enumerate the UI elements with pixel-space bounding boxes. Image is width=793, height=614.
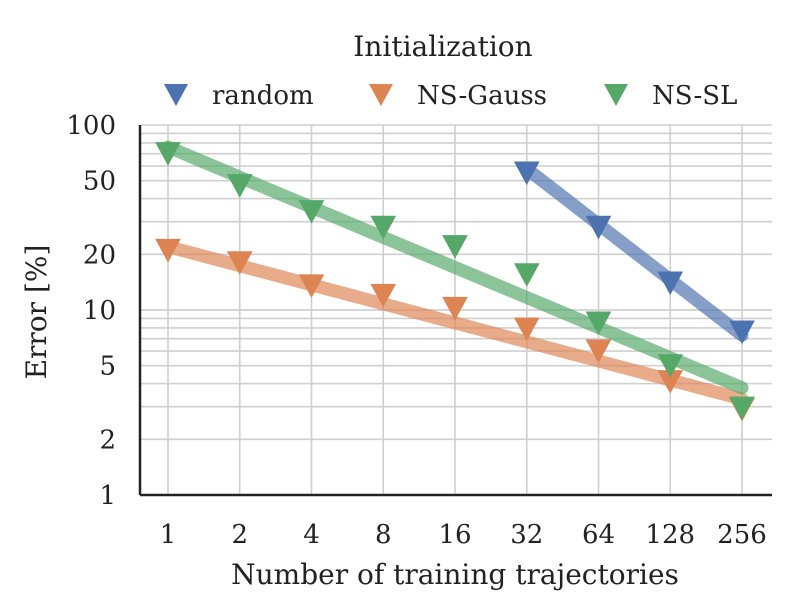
x-tick-label: 256: [717, 520, 767, 550]
y-tick-label: 20: [83, 240, 116, 270]
y-tick-label: 10: [83, 296, 116, 326]
data-point-random: [513, 161, 540, 186]
data-point-ns-sl: [298, 200, 325, 224]
x-tick-label: 128: [645, 520, 695, 550]
x-tick-label: 8: [375, 520, 392, 550]
data-point-ns-gauss: [155, 238, 181, 263]
y-axis-label: Error [%]: [20, 245, 53, 380]
fit-line-ns-gauss: [161, 240, 749, 406]
y-tick-label: 50: [83, 167, 116, 197]
legend-title: Initialization: [353, 30, 532, 63]
fit-line-ns-sl: [161, 140, 749, 395]
data-point-ns-sl: [729, 396, 755, 421]
x-tick-label: 4: [303, 520, 320, 550]
data-point-random: [585, 215, 612, 240]
x-axis-label: Number of training trajectories: [231, 558, 679, 591]
data-point-ns-gauss: [513, 317, 540, 341]
legend-marker-ns-sl: [604, 84, 628, 106]
data-point-ns-gauss: [585, 339, 612, 364]
data-point-ns-gauss: [442, 296, 468, 321]
data-point-ns-sl: [155, 142, 181, 166]
x-tick-label: 1: [160, 520, 177, 550]
x-tick-label: 64: [582, 520, 615, 550]
data-point-ns-sl: [513, 263, 540, 287]
tick-labels: 1 2 4 8 16 32 64 128 256 1 2 5 10 20 50 100: [66, 111, 766, 550]
x-tick-label: 16: [438, 520, 471, 550]
data-point-ns-gauss: [370, 283, 397, 308]
data-point-ns-sl: [370, 215, 397, 240]
data-point-ns-sl: [657, 354, 684, 378]
data-markers: [155, 142, 755, 422]
legend-label-ns-sl: NS-SL: [652, 81, 737, 111]
data-point-ns-sl: [226, 174, 253, 198]
axes: [138, 125, 772, 497]
fit-lines: [161, 140, 749, 406]
y-tick-label: 100: [66, 111, 116, 141]
y-tick-label: 5: [99, 352, 116, 382]
data-point-random: [657, 271, 684, 296]
data-point-ns-gauss: [226, 251, 253, 275]
data-point-ns-gauss: [298, 274, 325, 298]
y-tick-label: 1: [99, 481, 116, 511]
fit-line-random: [520, 162, 749, 342]
legend-label-ns-gauss: NS-Gauss: [417, 81, 547, 111]
legend-marker-random: [164, 84, 188, 106]
legend-marker-ns-gauss: [369, 84, 393, 106]
y-tick-label: 2: [99, 425, 116, 455]
x-tick-label: 2: [231, 520, 248, 550]
data-point-random: [729, 320, 755, 345]
data-point-ns-sl: [442, 235, 468, 259]
legend: Initialization random NS-Gauss NS-SL: [164, 30, 737, 111]
x-tick-label: 32: [510, 520, 543, 550]
legend-label-random: random: [212, 81, 314, 111]
data-point-ns-sl: [585, 311, 612, 336]
